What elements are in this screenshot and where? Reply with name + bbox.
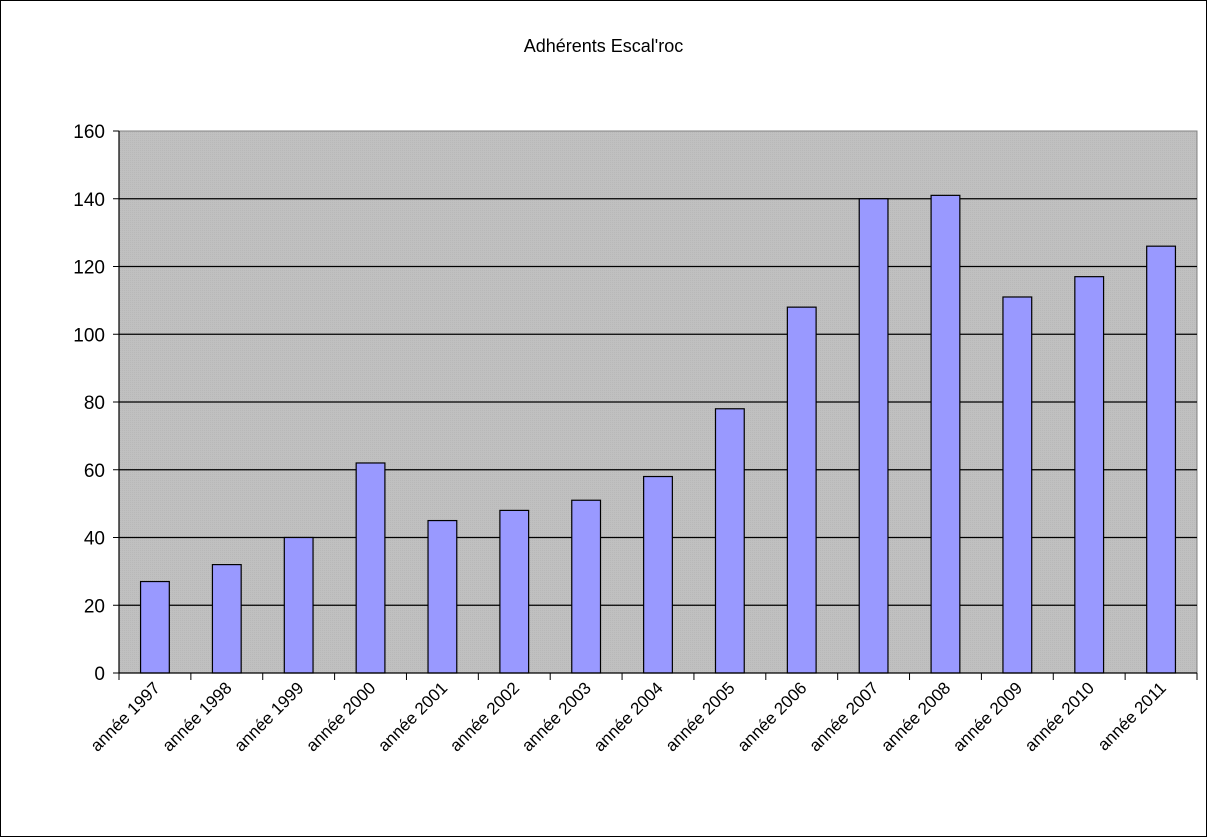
x-tick-label: année 2001: [374, 678, 451, 755]
chart-title: Adhérents Escal'roc: [523, 36, 684, 56]
y-tick-label: 140: [73, 190, 105, 211]
x-tick-label: année 2009: [949, 678, 1026, 755]
x-tick-label: année 2003: [518, 678, 595, 755]
x-tick-label: année 2002: [446, 678, 523, 755]
bar: [643, 475, 673, 674]
bar: [571, 499, 602, 674]
y-tick-label: 0: [94, 664, 105, 685]
bar: [930, 194, 961, 674]
bar: [1146, 245, 1177, 674]
bar: [1074, 276, 1105, 674]
y-tick-label: 160: [73, 122, 105, 143]
x-tick-label: année 2006: [734, 678, 811, 755]
x-tick-label: année 2000: [302, 678, 379, 755]
x-tick-label: année 1997: [87, 678, 164, 755]
x-tick-label: année 2007: [805, 678, 882, 755]
x-tick-label: année 2005: [662, 678, 739, 755]
bar: [139, 580, 170, 674]
bar: [355, 462, 386, 674]
bar: [427, 519, 458, 674]
y-tick-label: 20: [84, 596, 105, 617]
bar: [786, 306, 817, 674]
bar: [211, 563, 242, 674]
axes: [118, 131, 1197, 674]
bar: [858, 198, 889, 674]
y-tick-label: 120: [73, 258, 105, 279]
x-tick-label: année 2010: [1021, 678, 1098, 755]
bar: [283, 536, 314, 674]
bar: [1002, 296, 1033, 674]
bar: [714, 408, 745, 674]
x-tick-label: année 2011: [1094, 678, 1170, 754]
x-tick-label: année 1998: [159, 678, 236, 755]
y-tick-labels: 0 20 40 60 80 100 120 140 160: [73, 122, 105, 685]
y-tick-label: 100: [73, 325, 105, 346]
y-tick-label: 40: [84, 529, 105, 550]
y-tick-label: 80: [84, 393, 105, 414]
bars: [139, 194, 1177, 674]
x-tick-label: année 2004: [590, 678, 667, 755]
bar: [499, 509, 530, 674]
x-tick-label: année 2008: [877, 678, 954, 755]
y-tick-label: 60: [84, 461, 105, 482]
x-tick-label: année 1999: [231, 678, 308, 755]
